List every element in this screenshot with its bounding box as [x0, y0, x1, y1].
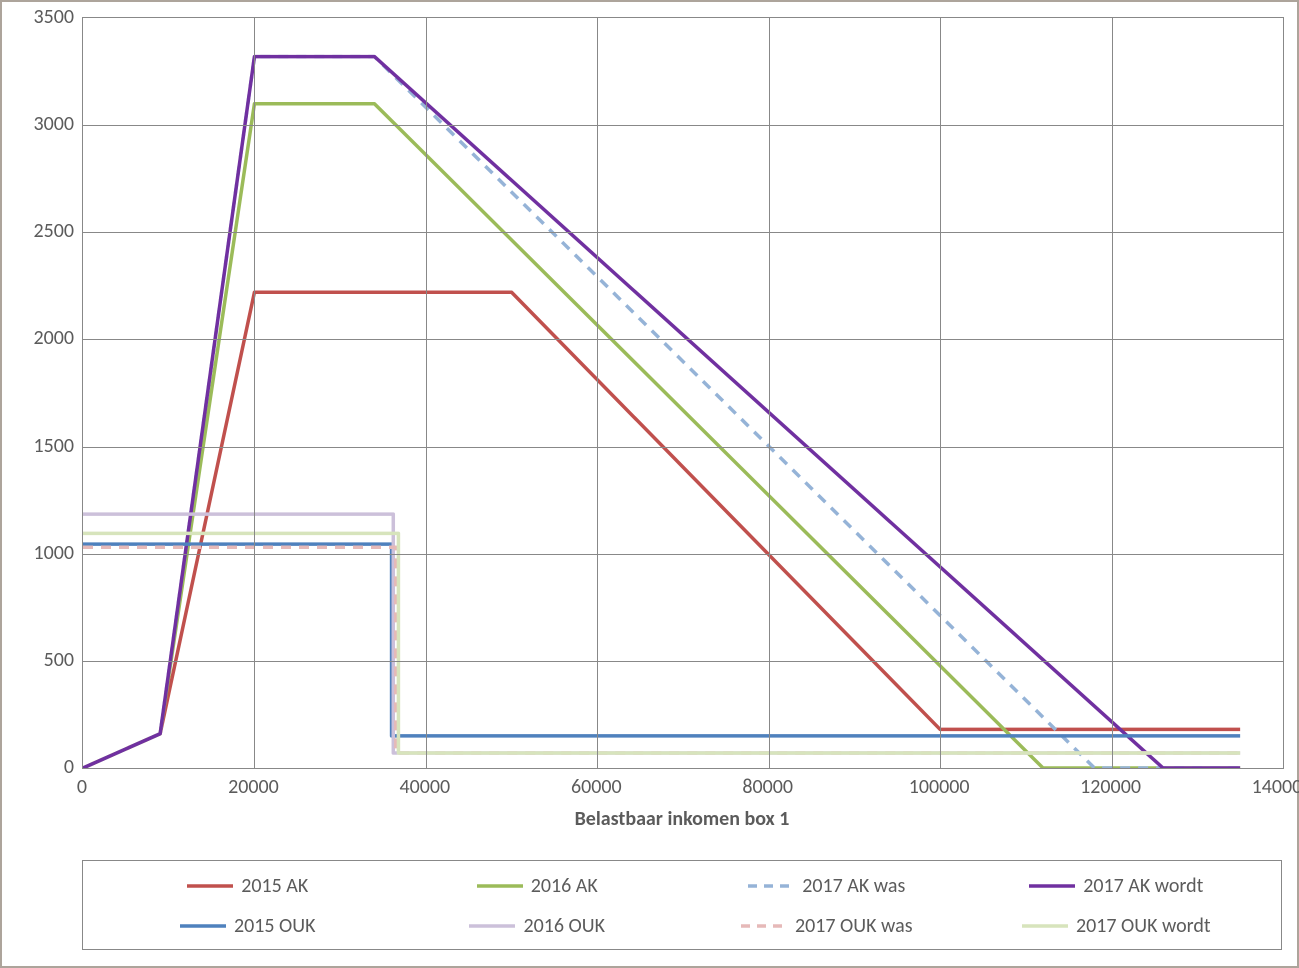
legend-swatch [1029, 878, 1075, 894]
legend-label: 2017 AK wordt [1083, 874, 1203, 898]
legend-item: 2017 AK was [682, 874, 972, 898]
y-tick-label: 500 [14, 648, 74, 672]
v-gridline [426, 18, 427, 768]
legend-swatch [180, 918, 226, 934]
legend-swatch [477, 878, 523, 894]
v-gridline [254, 18, 255, 768]
v-gridline [597, 18, 598, 768]
x-tick-label: 20000 [213, 775, 293, 799]
y-tick-label: 2000 [14, 326, 74, 350]
h-gridline [83, 661, 1283, 662]
legend-item: 2015 OUK [103, 914, 393, 938]
v-gridline [769, 18, 770, 768]
legend-swatch [469, 918, 515, 934]
legend-label: 2016 AK [531, 874, 598, 898]
v-gridline [940, 18, 941, 768]
legend-row: 2015 OUK 2016 OUK 2017 OUK was 2017 OUK wor… [103, 906, 1261, 946]
series-lines [83, 18, 1283, 768]
legend-item: 2017 AK wordt [972, 874, 1262, 898]
x-tick-label: 60000 [556, 775, 636, 799]
series-2017-OUK-wordt [83, 533, 1240, 753]
legend-swatch [187, 878, 233, 894]
legend-label: 2017 OUK wordt [1076, 914, 1211, 938]
series-2016-AK [83, 104, 1240, 768]
legend-item: 2017 OUK was [682, 914, 972, 938]
series-2016-OUK [83, 514, 1240, 753]
legend-row: 2015 AK 2016 AK 2017 AK was 2017 AK wordt [103, 866, 1261, 906]
legend: 2015 AK2016 AK2017 AK was2017 AK wordt20… [82, 860, 1282, 950]
legend-swatch [1022, 918, 1068, 934]
x-tick-label: 120000 [1071, 775, 1151, 799]
legend-swatch [741, 918, 787, 934]
legend-label: 2017 AK was [802, 874, 905, 898]
x-tick-label: 0 [42, 775, 122, 799]
h-gridline [83, 125, 1283, 126]
plot-area [82, 17, 1284, 769]
legend-label: 2015 OUK [234, 914, 316, 938]
legend-item: 2016 OUK [393, 914, 683, 938]
x-tick-label: 100000 [899, 775, 979, 799]
y-tick-label: 1000 [14, 541, 74, 565]
x-tick-label: 40000 [385, 775, 465, 799]
h-gridline [83, 447, 1283, 448]
y-tick-label: 1500 [14, 434, 74, 458]
x-tick-label: 80000 [728, 775, 808, 799]
x-axis-title: Belastbaar inkomen box 1 [482, 807, 882, 831]
y-tick-label: 3500 [14, 5, 74, 29]
chart-container: Belastbaar inkomen box 1 2015 AK2016 AK2… [0, 0, 1299, 968]
x-tick-label: 140000 [1242, 775, 1299, 799]
y-tick-label: 3000 [14, 112, 74, 136]
legend-item: 2016 AK [393, 874, 683, 898]
v-gridline [1112, 18, 1113, 768]
h-gridline [83, 339, 1283, 340]
series-2015-AK [83, 292, 1240, 768]
legend-label: 2017 OUK was [795, 914, 913, 938]
series-2017-OUK-was [83, 547, 1240, 753]
legend-label: 2015 AK [241, 874, 308, 898]
h-gridline [83, 232, 1283, 233]
y-tick-label: 2500 [14, 219, 74, 243]
legend-item: 2017 OUK wordt [972, 914, 1262, 938]
legend-swatch [748, 878, 794, 894]
h-gridline [83, 554, 1283, 555]
legend-item: 2015 AK [103, 874, 393, 898]
series-2015-OUK [83, 544, 1240, 736]
legend-label: 2016 OUK [523, 914, 605, 938]
